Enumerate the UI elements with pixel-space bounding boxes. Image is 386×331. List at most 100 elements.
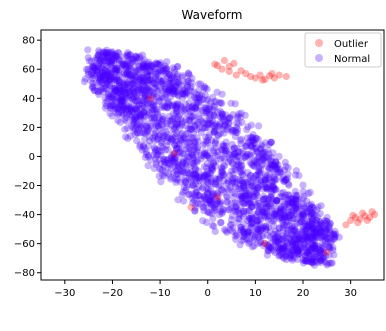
- point-normal: [231, 100, 239, 108]
- point-normal: [185, 124, 193, 133]
- point-normal: [300, 219, 308, 227]
- point-normal: [164, 70, 172, 78]
- point-normal: [145, 76, 153, 84]
- point-normal: [167, 74, 175, 83]
- point-normal: [251, 198, 259, 206]
- point-normal: [116, 89, 124, 97]
- point-normal: [176, 101, 184, 109]
- point-normal: [136, 62, 144, 70]
- point-normal: [261, 148, 269, 156]
- point-normal: [231, 150, 239, 159]
- point-normal: [195, 113, 203, 121]
- point-normal: [247, 223, 255, 231]
- point-normal: [258, 149, 266, 157]
- point-normal: [141, 94, 149, 102]
- point-normal: [117, 101, 126, 110]
- point-normal: [146, 137, 154, 145]
- point-normal: [257, 202, 265, 210]
- point-normal: [289, 227, 297, 235]
- point-normal: [150, 113, 158, 121]
- point-normal: [184, 77, 192, 85]
- point-normal: [114, 105, 122, 113]
- point-normal: [137, 68, 145, 76]
- point-normal: [284, 191, 292, 199]
- point-normal: [308, 234, 316, 242]
- point-normal: [300, 239, 308, 248]
- point-normal: [201, 172, 209, 180]
- point-normal: [211, 152, 220, 160]
- point-normal: [256, 227, 265, 235]
- point-normal: [158, 67, 166, 75]
- point-normal: [301, 257, 309, 265]
- point-normal: [303, 197, 311, 205]
- point-normal: [112, 103, 120, 111]
- point-normal: [187, 123, 195, 131]
- point-normal: [294, 245, 302, 253]
- point-normal: [248, 137, 256, 145]
- point-normal: [302, 225, 310, 233]
- point-normal: [157, 178, 165, 186]
- point-normal: [210, 160, 218, 168]
- point-normal: [256, 145, 265, 153]
- point-normal: [95, 90, 103, 98]
- point-normal: [230, 165, 238, 173]
- point-normal: [271, 161, 279, 169]
- point-normal: [90, 63, 98, 71]
- point-normal: [133, 129, 141, 137]
- point-normal: [94, 65, 102, 73]
- point-normal: [228, 212, 236, 220]
- point-normal: [308, 208, 316, 217]
- point-normal: [139, 122, 147, 130]
- point-normal: [308, 203, 316, 211]
- legend-marker-outlier: [315, 39, 323, 47]
- point-normal: [294, 228, 302, 236]
- point-normal: [325, 229, 334, 237]
- point-normal: [166, 85, 174, 93]
- point-normal: [259, 242, 267, 250]
- point-normal: [131, 106, 140, 114]
- point-normal: [257, 176, 265, 184]
- point-normal: [152, 59, 160, 67]
- point-normal: [175, 111, 183, 119]
- point-normal: [139, 88, 147, 96]
- point-normal: [284, 217, 292, 226]
- point-normal: [311, 250, 319, 258]
- point-normal: [276, 236, 284, 244]
- point-normal: [117, 96, 125, 104]
- point-normal: [174, 165, 182, 173]
- point-normal: [261, 176, 269, 184]
- point-normal: [124, 85, 132, 93]
- point-normal: [302, 257, 310, 265]
- point-normal: [125, 91, 133, 99]
- point-normal: [184, 70, 192, 78]
- point-normal: [153, 119, 161, 127]
- point-normal: [243, 235, 251, 243]
- point-normal: [262, 176, 270, 184]
- point-normal: [265, 176, 273, 184]
- point-normal: [169, 79, 177, 87]
- point-normal: [229, 127, 237, 135]
- point-normal: [154, 132, 162, 140]
- point-normal: [261, 200, 270, 208]
- point-normal: [218, 164, 226, 172]
- point-normal: [99, 68, 107, 76]
- point-normal: [206, 111, 214, 119]
- point-normal: [164, 104, 172, 112]
- point-normal: [88, 74, 97, 82]
- point-normal: [282, 247, 290, 255]
- point-normal: [125, 70, 133, 78]
- point-normal: [144, 86, 152, 95]
- point-normal: [161, 84, 169, 92]
- point-normal: [156, 97, 164, 105]
- point-normal: [277, 203, 285, 211]
- point-normal: [185, 170, 193, 178]
- point-normal: [204, 208, 212, 216]
- point-normal: [294, 247, 302, 255]
- point-normal: [275, 168, 283, 176]
- point-normal: [229, 224, 237, 232]
- point-normal: [262, 223, 270, 231]
- point-normal: [152, 64, 160, 72]
- point-normal: [93, 54, 101, 62]
- point-normal: [317, 256, 325, 264]
- point-normal: [132, 101, 141, 109]
